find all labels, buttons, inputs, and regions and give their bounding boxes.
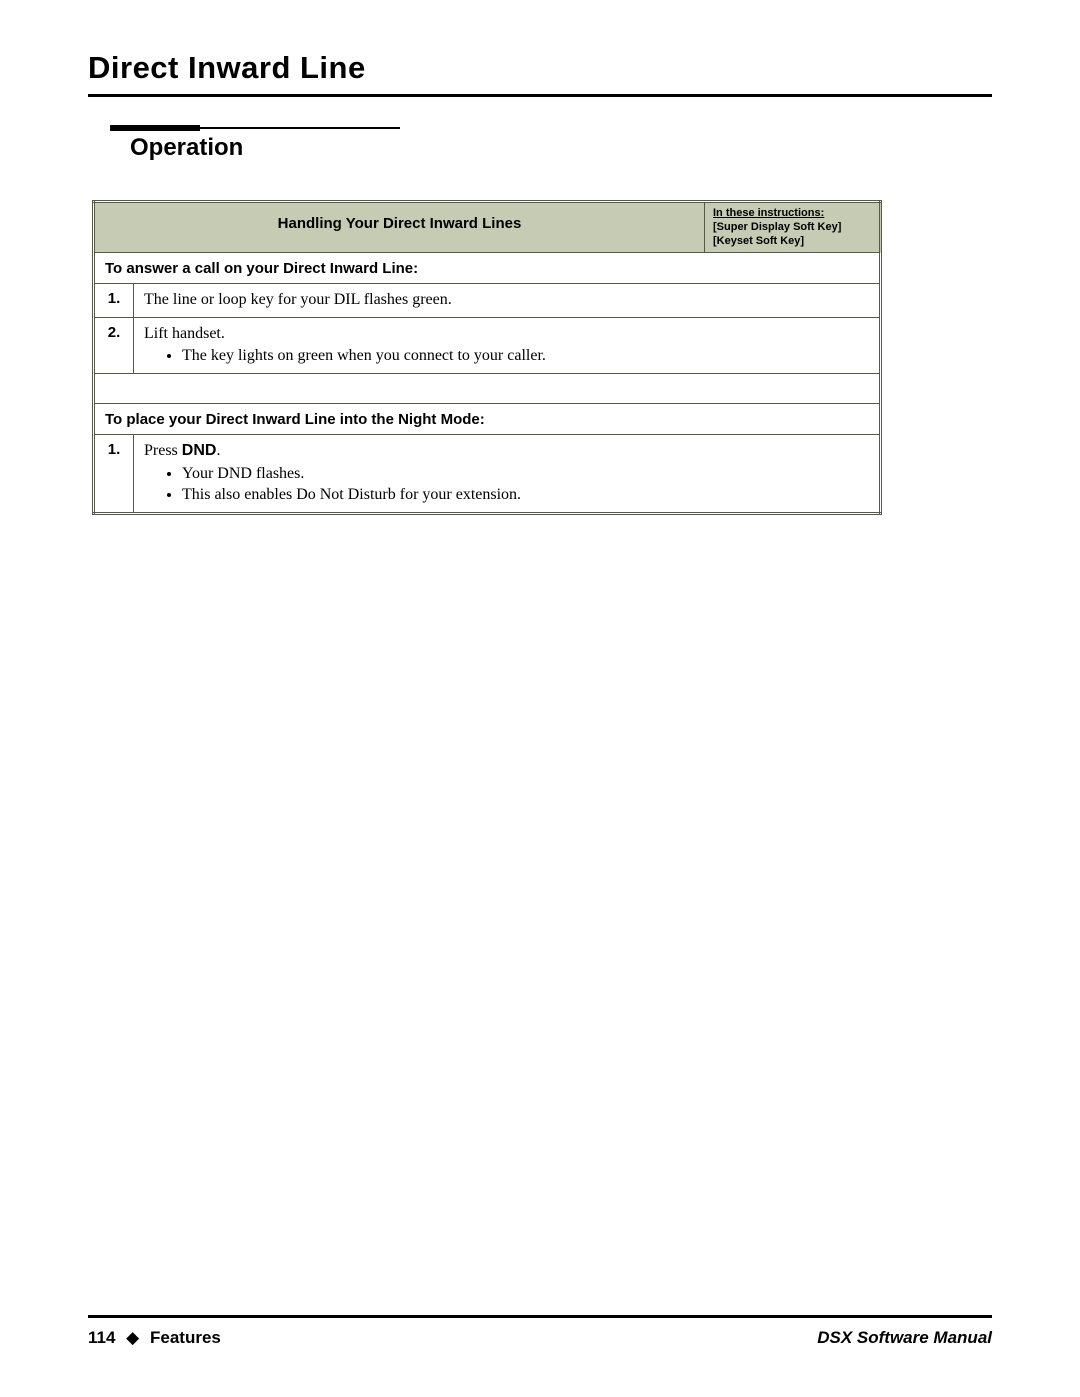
step-text-bold: DND <box>182 442 217 459</box>
section-heading: Operation <box>130 134 992 162</box>
step-bullet: The key lights on green when you connect… <box>182 345 869 367</box>
subhead-cell: To place your Direct Inward Line into th… <box>94 404 881 435</box>
subhead-row: To place your Direct Inward Line into th… <box>94 404 881 435</box>
step-bullet: Your DND flashes. <box>182 463 869 485</box>
page-title: Direct Inward Line <box>88 50 992 86</box>
subhead-cell: To answer a call on your Direct Inward L… <box>94 253 881 284</box>
page-footer: 114 ◆ Features DSX Software Manual <box>88 1315 992 1348</box>
step-body: Press DND. Your DND flashes. This also e… <box>134 435 881 514</box>
step-number: 1. <box>94 435 134 514</box>
hdr-side-line3: [Keyset Soft Key] <box>713 235 804 247</box>
step-number: 1. <box>94 284 134 318</box>
footer-page-num: 114 <box>88 1328 115 1347</box>
step-text-suffix: . <box>216 442 220 459</box>
step-row: 1. Press DND. Your DND flashes. This als… <box>94 435 881 514</box>
step-text: Lift handset. <box>144 325 225 342</box>
section-rule <box>110 125 992 131</box>
footer-section: Features <box>150 1328 221 1347</box>
table-header-row: Handling Your Direct Inward Lines In the… <box>94 202 881 253</box>
step-text: The line or loop key for your DIL flashe… <box>144 291 452 308</box>
footer-left: 114 ◆ Features <box>88 1328 221 1348</box>
step-body: Lift handset. The key lights on green wh… <box>134 317 881 373</box>
table-header-side: In these instructions: [Super Display So… <box>705 202 881 253</box>
step-body: The line or loop key for your DIL flashe… <box>134 284 881 318</box>
hdr-side-line1: In these instructions: <box>713 207 824 219</box>
footer-rule <box>88 1315 992 1318</box>
step-row: 2. Lift handset. The key lights on green… <box>94 317 881 373</box>
step-text-prefix: Press <box>144 442 182 459</box>
table-header-main: Handling Your Direct Inward Lines <box>94 202 705 253</box>
title-rule <box>88 94 992 97</box>
diamond-icon: ◆ <box>126 1328 139 1347</box>
spacer-row <box>94 374 881 404</box>
subhead-row: To answer a call on your Direct Inward L… <box>94 253 881 284</box>
step-bullet: This also enables Do Not Disturb for you… <box>182 484 869 506</box>
instructions-table: Handling Your Direct Inward Lines In the… <box>92 200 882 515</box>
step-row: 1. The line or loop key for your DIL fla… <box>94 284 881 318</box>
step-number: 2. <box>94 317 134 373</box>
hdr-side-line2: [Super Display Soft Key] <box>713 221 841 233</box>
footer-manual-title: DSX Software Manual <box>817 1328 992 1348</box>
